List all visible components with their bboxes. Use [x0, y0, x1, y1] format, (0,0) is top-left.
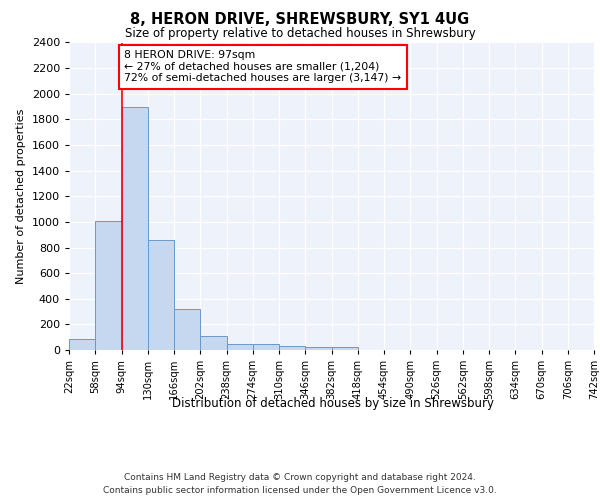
Text: 8 HERON DRIVE: 97sqm
← 27% of detached houses are smaller (1,204)
72% of semi-de: 8 HERON DRIVE: 97sqm ← 27% of detached h…	[124, 50, 401, 84]
Bar	[200, 336, 227, 350]
Text: Contains HM Land Registry data © Crown copyright and database right 2024.: Contains HM Land Registry data © Crown c…	[124, 472, 476, 482]
Bar	[227, 344, 253, 350]
Bar	[148, 240, 174, 350]
Text: Distribution of detached houses by size in Shrewsbury: Distribution of detached houses by size …	[172, 398, 494, 410]
Y-axis label: Number of detached properties: Number of detached properties	[16, 108, 26, 284]
Text: Contains public sector information licensed under the Open Government Licence v3: Contains public sector information licen…	[103, 486, 497, 495]
Bar	[174, 309, 200, 350]
Bar	[95, 220, 121, 350]
Bar	[121, 106, 148, 350]
Bar	[279, 346, 305, 350]
Bar	[331, 348, 358, 350]
Text: Size of property relative to detached houses in Shrewsbury: Size of property relative to detached ho…	[125, 28, 475, 40]
Bar	[305, 347, 331, 350]
Bar	[253, 344, 279, 350]
Text: 8, HERON DRIVE, SHREWSBURY, SY1 4UG: 8, HERON DRIVE, SHREWSBURY, SY1 4UG	[130, 12, 470, 28]
Bar	[69, 339, 95, 350]
